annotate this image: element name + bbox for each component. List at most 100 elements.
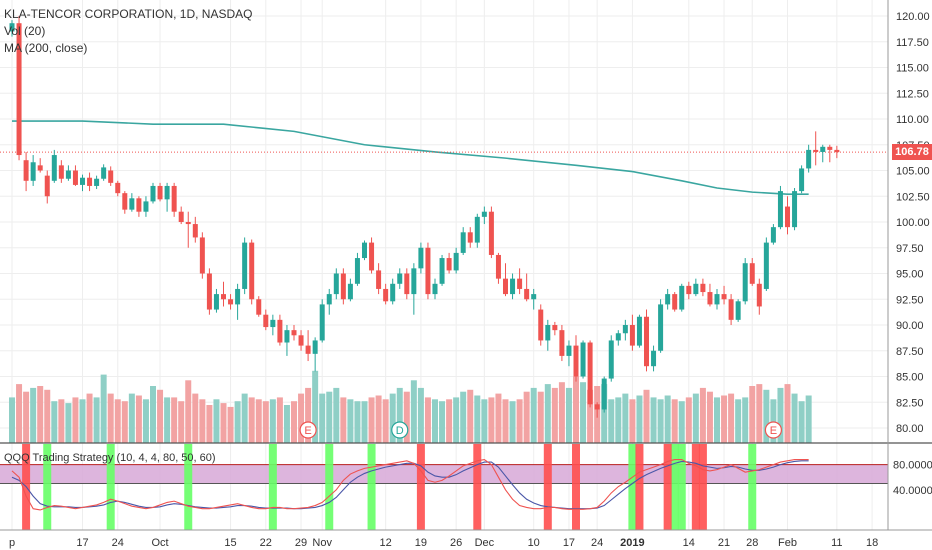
time-tick-label: 18 <box>866 537 878 549</box>
volume-bar <box>121 401 128 443</box>
candle-body <box>228 299 234 305</box>
volume-bar <box>347 399 354 443</box>
volume-bar <box>319 393 326 443</box>
volume-bar <box>692 393 699 443</box>
volume-bar <box>777 387 784 443</box>
volume-bar <box>735 399 742 443</box>
volume-bar <box>629 399 636 443</box>
volume-bar <box>9 397 15 443</box>
candle-body <box>58 165 64 179</box>
volume-bar <box>298 393 305 443</box>
volume-bar <box>305 387 312 443</box>
candle-body <box>263 314 269 328</box>
candle-body <box>813 149 819 152</box>
volume-bar <box>699 387 706 443</box>
volume-bar <box>551 387 558 443</box>
volume-bar <box>453 397 460 443</box>
candle-body <box>432 283 438 295</box>
candle-body <box>94 178 100 186</box>
indicator-tick-label: 40.0000 <box>893 485 932 497</box>
time-tick-label: 22 <box>260 537 272 549</box>
price-tick-label: 117.50 <box>896 37 929 49</box>
candle-body <box>707 292 713 305</box>
candle-body <box>333 273 339 295</box>
candle-body <box>291 330 297 336</box>
chart-legend: KLA-TENCOR CORPORATION, 1D, NASDAQ Vol (… <box>4 6 252 57</box>
buy-signal-bar <box>268 444 277 530</box>
volume-bar <box>516 399 523 443</box>
candle-body <box>80 177 85 185</box>
candle-body <box>129 198 135 210</box>
volume-bar <box>157 389 164 443</box>
volume-bar <box>65 403 72 443</box>
volume-bar <box>30 387 37 443</box>
candle-body <box>608 340 614 379</box>
candle-body <box>305 345 311 354</box>
time-tick-label: 2019 <box>620 537 644 549</box>
sell-signal-bar <box>691 444 700 530</box>
candle-body <box>460 232 466 253</box>
volume-bar <box>558 382 565 443</box>
price-tick-label: 102.50 <box>896 191 930 203</box>
event-marker <box>764 421 783 439</box>
candle-body <box>256 299 262 315</box>
candle-body <box>728 299 734 320</box>
candle-body <box>467 232 473 243</box>
volume-bar <box>671 399 678 443</box>
candle-body <box>503 278 508 295</box>
volume-bar <box>368 397 375 443</box>
candle-body <box>552 325 558 331</box>
candle-body <box>686 285 692 295</box>
ma-200-line <box>12 120 809 195</box>
volume-bar <box>601 384 608 443</box>
candle-body <box>644 316 649 367</box>
volume-bar <box>784 384 791 443</box>
candle-body <box>16 23 22 156</box>
candle-body <box>799 168 805 192</box>
volume-bar <box>171 397 178 443</box>
candle-body <box>792 191 798 228</box>
candle-body <box>376 270 382 289</box>
candle-body <box>721 294 727 300</box>
time-tick-label: 10 <box>528 537 540 549</box>
volume-bar <box>523 391 530 443</box>
candle-body <box>65 170 71 179</box>
candle-body <box>9 23 15 32</box>
event-marker-label: E <box>304 425 311 437</box>
candle-body <box>284 330 290 343</box>
volume-bar <box>657 399 664 443</box>
volume-bar <box>685 397 692 443</box>
volume-bar <box>467 389 474 443</box>
candle-body <box>629 325 635 346</box>
candle-body <box>566 345 572 356</box>
volume-bar <box>72 397 79 443</box>
candle-body <box>517 278 523 289</box>
candle-body <box>545 325 551 341</box>
candle-body <box>559 330 565 356</box>
volume-bar <box>114 399 121 443</box>
price-tick-label: 90.00 <box>896 320 924 332</box>
volume-bar <box>791 393 798 443</box>
volume-bar <box>763 389 770 443</box>
candle-body <box>749 263 755 284</box>
volume-bar <box>446 399 453 443</box>
volume-bar <box>544 384 551 443</box>
volume-bar <box>227 406 234 443</box>
price-tick-label: 110.00 <box>896 114 929 126</box>
candle-body <box>785 206 790 228</box>
volume-bar <box>375 395 382 443</box>
buy-signal-bar <box>677 444 686 530</box>
candle-body <box>531 294 537 300</box>
volume-bar <box>615 397 622 443</box>
volume-bar <box>770 399 777 443</box>
time-tick-label: 15 <box>224 537 236 549</box>
candle-body <box>820 146 826 152</box>
time-tick-label: 11 <box>831 537 842 549</box>
candle-body <box>235 288 241 305</box>
candle-body <box>636 316 642 346</box>
volume-bar <box>678 401 685 443</box>
volume-bar <box>805 395 812 443</box>
volume-bar <box>58 399 65 443</box>
candle-body <box>136 198 142 212</box>
